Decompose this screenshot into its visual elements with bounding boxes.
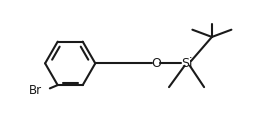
Text: O: O — [151, 57, 161, 70]
Text: Si: Si — [181, 57, 193, 70]
Text: Br: Br — [29, 84, 42, 97]
